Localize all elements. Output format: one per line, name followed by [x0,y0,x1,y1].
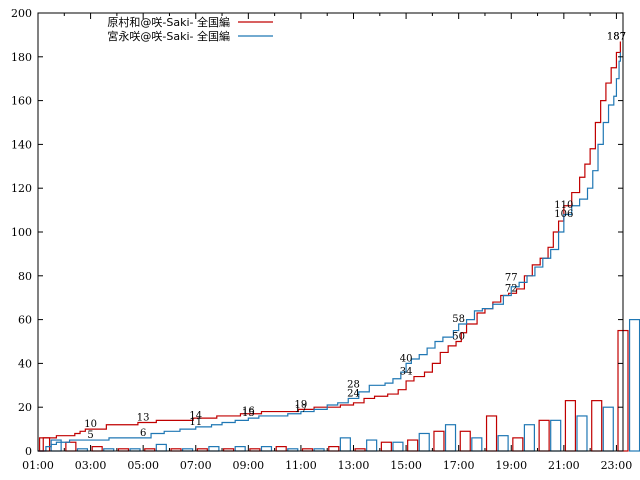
data-label: 16 [242,406,255,417]
x-tick-label: 21:00 [548,459,580,472]
y-tick-label: 140 [11,138,32,151]
x-tick-label: 17:00 [443,459,475,472]
x-tick-label: 05:00 [127,459,159,472]
x-tick-label: 23:00 [601,459,633,472]
x-tick-label: 11:00 [285,459,317,472]
data-label: 19 [295,399,308,410]
x-tick-label: 19:00 [495,459,527,472]
y-tick-label: 100 [11,226,32,239]
data-label: 24 [347,388,360,399]
y-tick-label: 40 [18,357,32,370]
data-label: 13 [137,413,150,424]
legend-label: 宮永咲@咲-Saki- 全国編 [107,29,230,43]
y-tick-label: 60 [18,314,32,327]
data-label: 6 [140,428,146,439]
data-label: 28 [347,380,360,391]
data-label: 110 [554,200,573,211]
data-label: 72 [505,283,518,294]
series-line [38,52,621,452]
axes-layer: 0 20 40 60 80 100 120 140 160 180 200 01:00 03:00 05:… [11,7,632,472]
data-label: 106 [554,209,573,220]
data-label: 5 [87,430,93,441]
lines-layer [38,41,621,452]
y-tick-label: 200 [11,7,32,20]
y-tick-label: 20 [18,401,32,414]
data-label: 34 [400,367,413,378]
x-tick-label: 03:00 [75,459,107,472]
legend-label: 原村和@咲-Saki- 全国編 [107,15,230,29]
data-label: 77 [505,272,518,283]
data-label: 187 [607,31,626,42]
y-tick-label: 0 [25,445,32,458]
data-label: 10 [84,419,97,430]
data-label: 58 [452,314,465,325]
x-tick-label: 13:00 [338,459,370,472]
data-label: 40 [400,353,413,364]
data-label: 11 [189,417,202,428]
data-label: 50 [452,332,465,343]
y-tick-label: 180 [11,51,32,64]
x-tick-label: 01:00 [22,459,54,472]
x-tick-label: 09:00 [232,459,264,472]
y-tick-label: 80 [18,270,32,283]
x-tick-label: 07:00 [180,459,212,472]
y-tick-label: 120 [11,182,32,195]
data-label: 14 [189,410,202,421]
x-tick-label: 15:00 [390,459,422,472]
data-label: 15 [242,408,255,419]
data-label: 187 [607,31,626,42]
y-tick-label: 160 [11,95,32,108]
data-label: 17 [295,404,308,415]
